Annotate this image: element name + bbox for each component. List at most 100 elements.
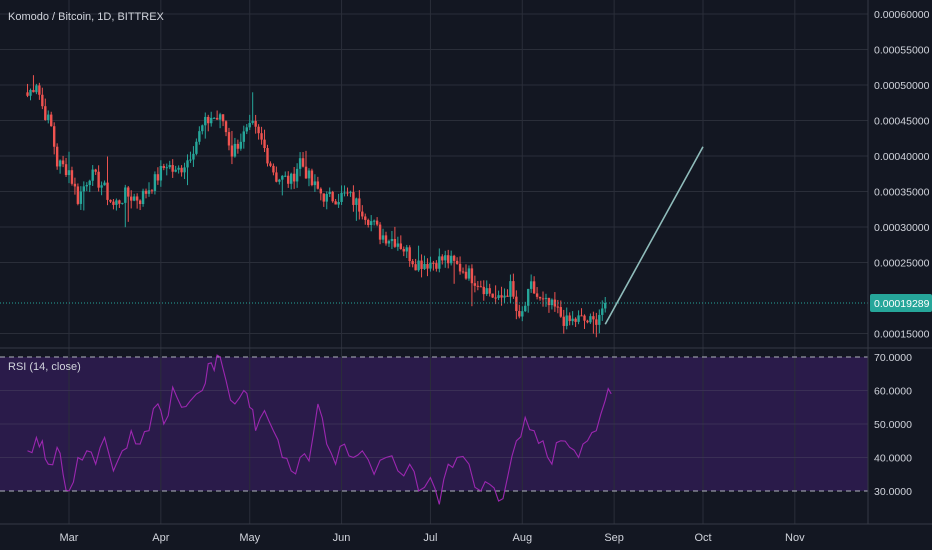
candle-body <box>470 268 474 284</box>
candle-body <box>384 235 388 244</box>
candle-body <box>221 114 225 122</box>
candle-body <box>361 211 364 217</box>
candle-body <box>538 296 542 299</box>
candle-body <box>266 148 269 164</box>
x-tick-label: Jun <box>333 532 351 544</box>
y-tick-label: 0.00055000 <box>874 45 930 57</box>
candle-body <box>29 89 32 96</box>
candle-body <box>281 175 284 180</box>
candle-body <box>103 182 106 186</box>
candle-body <box>257 126 260 134</box>
candle-body <box>112 201 115 205</box>
candle-body <box>574 318 577 322</box>
candle-body <box>38 85 41 95</box>
candle-body <box>455 260 459 264</box>
candle-body <box>135 196 139 201</box>
candle-body <box>518 311 521 317</box>
y-tick-label: 0.00030000 <box>874 222 930 234</box>
candle-body <box>233 143 237 157</box>
candle-body <box>44 106 47 120</box>
candle-body <box>275 172 278 182</box>
y-tick-label: 0.00045000 <box>874 116 930 128</box>
rsi-axis[interactable]: 70.0000 60.0000 50.0000 40.0000 30.0000 <box>874 352 912 498</box>
candle-body <box>118 200 121 204</box>
y-tick-label: 0.00015000 <box>874 329 930 341</box>
candle-body <box>503 295 506 298</box>
candle-body <box>301 158 305 167</box>
candle-body <box>153 174 157 191</box>
candle-body <box>289 173 293 184</box>
candle-body <box>521 311 524 317</box>
candle-body <box>408 247 411 262</box>
candle-body <box>97 171 100 188</box>
candle-body <box>485 288 488 295</box>
candle-body <box>127 187 130 197</box>
candle-body <box>441 256 444 261</box>
candle-body <box>171 165 174 172</box>
candle-body <box>156 174 160 181</box>
candle-body <box>402 248 405 252</box>
x-tick-label: Oct <box>694 532 711 544</box>
price-axis[interactable]: 0.00060000 0.00055000 0.00050000 0.00045000… <box>874 9 930 341</box>
y-tick-label: 0.00050000 <box>874 80 930 92</box>
candle-body <box>26 92 29 96</box>
candle-body <box>393 239 397 247</box>
candle-body <box>239 141 243 149</box>
candle-body <box>396 243 400 247</box>
candle-body <box>411 261 414 265</box>
candle-body <box>476 285 480 287</box>
candle-body <box>165 167 168 169</box>
x-tick-label: Mar <box>60 532 79 544</box>
candle-body <box>316 181 320 189</box>
candle-body <box>497 295 500 298</box>
candle-body <box>414 264 417 271</box>
candle-body <box>515 296 518 312</box>
candle-body <box>254 120 257 127</box>
candle-body <box>85 185 88 187</box>
candle-body <box>272 165 275 173</box>
candle-body <box>438 256 441 269</box>
rsi-legend: RSI (14, close) <box>8 361 81 373</box>
candle-body <box>215 117 219 120</box>
candle-body <box>417 260 420 271</box>
last-price-badge: 0.00019289 <box>870 294 932 313</box>
candle-body <box>284 175 287 177</box>
x-tick-label: Nov <box>785 532 805 544</box>
candle-body <box>230 145 234 157</box>
candle-body <box>55 146 59 167</box>
candle-body <box>207 116 210 124</box>
candle-body <box>325 194 328 202</box>
candle-body <box>141 190 145 205</box>
candle-body <box>550 299 554 306</box>
candle-body <box>595 319 598 325</box>
candle-body <box>304 166 308 179</box>
candle-body <box>32 89 35 93</box>
time-axis[interactable]: Mar Apr May Jun Jul Aug Sep Oct Nov <box>60 532 806 544</box>
candle-body <box>337 201 340 205</box>
candle-body <box>544 297 548 299</box>
plot-area[interactable] <box>0 0 868 524</box>
candle-body <box>263 139 266 149</box>
candle-body <box>589 316 592 323</box>
candle-body <box>592 316 595 320</box>
candle-body <box>180 167 183 173</box>
rsi-tick-label: 60.0000 <box>874 386 912 398</box>
candle-body <box>174 169 177 172</box>
candle-body <box>488 288 491 294</box>
candle-body <box>355 198 358 205</box>
candle-body <box>76 186 80 204</box>
candle-body <box>224 121 228 133</box>
candle-body <box>334 201 337 205</box>
candle-body <box>218 114 222 120</box>
candle-body <box>349 192 352 194</box>
candle-body <box>168 165 171 168</box>
candle-body <box>79 191 83 204</box>
candle-body <box>177 167 180 170</box>
projection-line[interactable] <box>604 146 704 325</box>
candle-body <box>494 297 497 299</box>
candle-body <box>601 308 604 315</box>
candle-body <box>565 315 568 326</box>
candle-body <box>150 190 154 192</box>
candle-body <box>556 306 560 308</box>
